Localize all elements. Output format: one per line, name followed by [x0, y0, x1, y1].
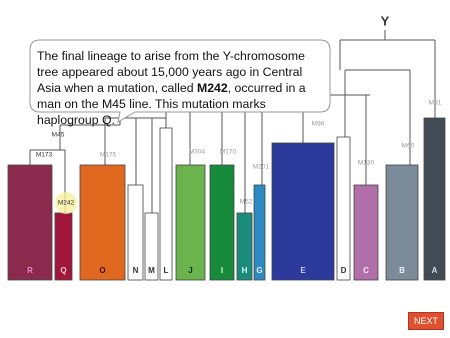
highlight-glow — [55, 192, 77, 214]
haplogroup-bar — [253, 184, 266, 281]
marker-label: M60 — [402, 143, 415, 150]
marker-label: M242 — [58, 200, 75, 207]
haplogroup-label: H — [242, 266, 248, 275]
root-label: Y — [381, 13, 390, 28]
marker-label: M175 — [100, 152, 117, 159]
marker-label: M173 — [36, 152, 53, 159]
haplogroup-label: E — [300, 266, 306, 275]
marker-label: M96 — [312, 121, 325, 128]
next-button[interactable]: NEXT — [408, 312, 444, 330]
haplogroup-label: R — [27, 266, 33, 275]
marker-label: M91 — [429, 100, 442, 107]
haplogroup-bar — [159, 127, 173, 281]
marker-label: M304 — [189, 149, 206, 156]
haplogroup-label: O — [99, 266, 105, 275]
haplogroup-label: I — [221, 266, 223, 275]
haplogroup-bar — [209, 164, 235, 281]
haplogroup-label: D — [341, 266, 347, 275]
haplogroup-label: M — [148, 266, 155, 275]
callout-highlight: M242 — [196, 81, 228, 95]
haplogroup-bar — [271, 142, 335, 281]
haplogroup-bar — [385, 164, 419, 281]
haplogroup-label: B — [399, 266, 405, 275]
haplogroup-label: G — [256, 266, 262, 275]
haplogroup-bar — [336, 136, 351, 281]
haplogroup-label: Q — [60, 266, 66, 275]
marker-label: M130 — [358, 160, 375, 167]
callout-box — [29, 39, 331, 123]
marker-label: M45 — [52, 132, 65, 139]
haplogroup-bar — [144, 212, 159, 281]
haplogroup-label: N — [133, 266, 139, 275]
haplogroup-bar — [236, 212, 253, 281]
callout-text: The final lineage to arise from the Y-ch… — [37, 48, 327, 128]
haplogroup-bar — [175, 164, 206, 281]
bars — [7, 117, 446, 281]
haplogroup-label: C — [363, 266, 369, 275]
labels: R Q O N M L J I H G E D C B A M91 M60 M96 M130 M304 M170 M201… — [27, 100, 442, 275]
callout-part: , occurred in a man on the M45 line. Thi… — [37, 81, 306, 127]
haplogroup-label: A — [432, 266, 438, 275]
haplogroup-bar — [353, 184, 379, 281]
haplogroup-label: L — [164, 266, 169, 275]
marker-label: M201 — [253, 164, 270, 171]
haplogroup-bar — [79, 164, 126, 281]
callout-part: The final lineage to arise from the Y-ch… — [37, 49, 305, 95]
haplogroup-bar — [7, 164, 53, 281]
haplogroup-label: J — [188, 266, 192, 275]
marker-label: M52 — [240, 199, 253, 206]
haplogroup-bar — [127, 184, 144, 281]
marker-label: M170 — [220, 149, 237, 156]
haplogroup-bar — [423, 117, 446, 281]
